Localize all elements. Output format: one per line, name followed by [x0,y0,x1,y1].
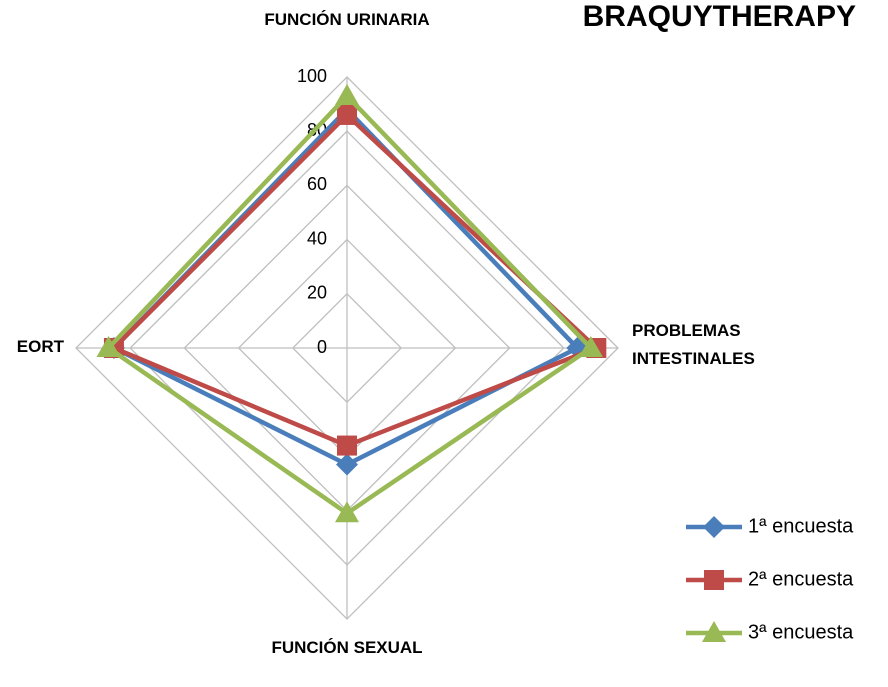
marker [336,453,358,476]
marker [578,336,603,357]
legend-label: 3ª encuesta [748,621,854,643]
y-tick-label: 40 [307,228,327,248]
marker [335,83,359,105]
category-label: PROBLEMAS INTESTINALES [632,321,755,368]
series-line [111,107,580,467]
legend-label: 2ª encuesta [748,568,854,590]
y-tick-label: 20 [307,283,327,303]
legend-marker [704,570,724,590]
chart-title: BRAQUYTHERAPY [582,0,856,33]
marker [335,501,359,523]
y-tick-label: 0 [317,337,327,357]
legend-marker [703,516,725,538]
legend-marker [702,621,726,642]
marker [337,435,357,456]
category-label: FUNCIÓN URINARIA [264,10,430,29]
y-tick-label: 100 [297,66,327,86]
marker [337,104,357,125]
category-label: FUNCIÓN SEXUAL [271,638,423,657]
legend-label: 1ª encuesta [748,515,854,537]
y-tick-label: 60 [307,174,327,194]
marker [96,336,121,357]
category-label: EORT [16,337,64,356]
